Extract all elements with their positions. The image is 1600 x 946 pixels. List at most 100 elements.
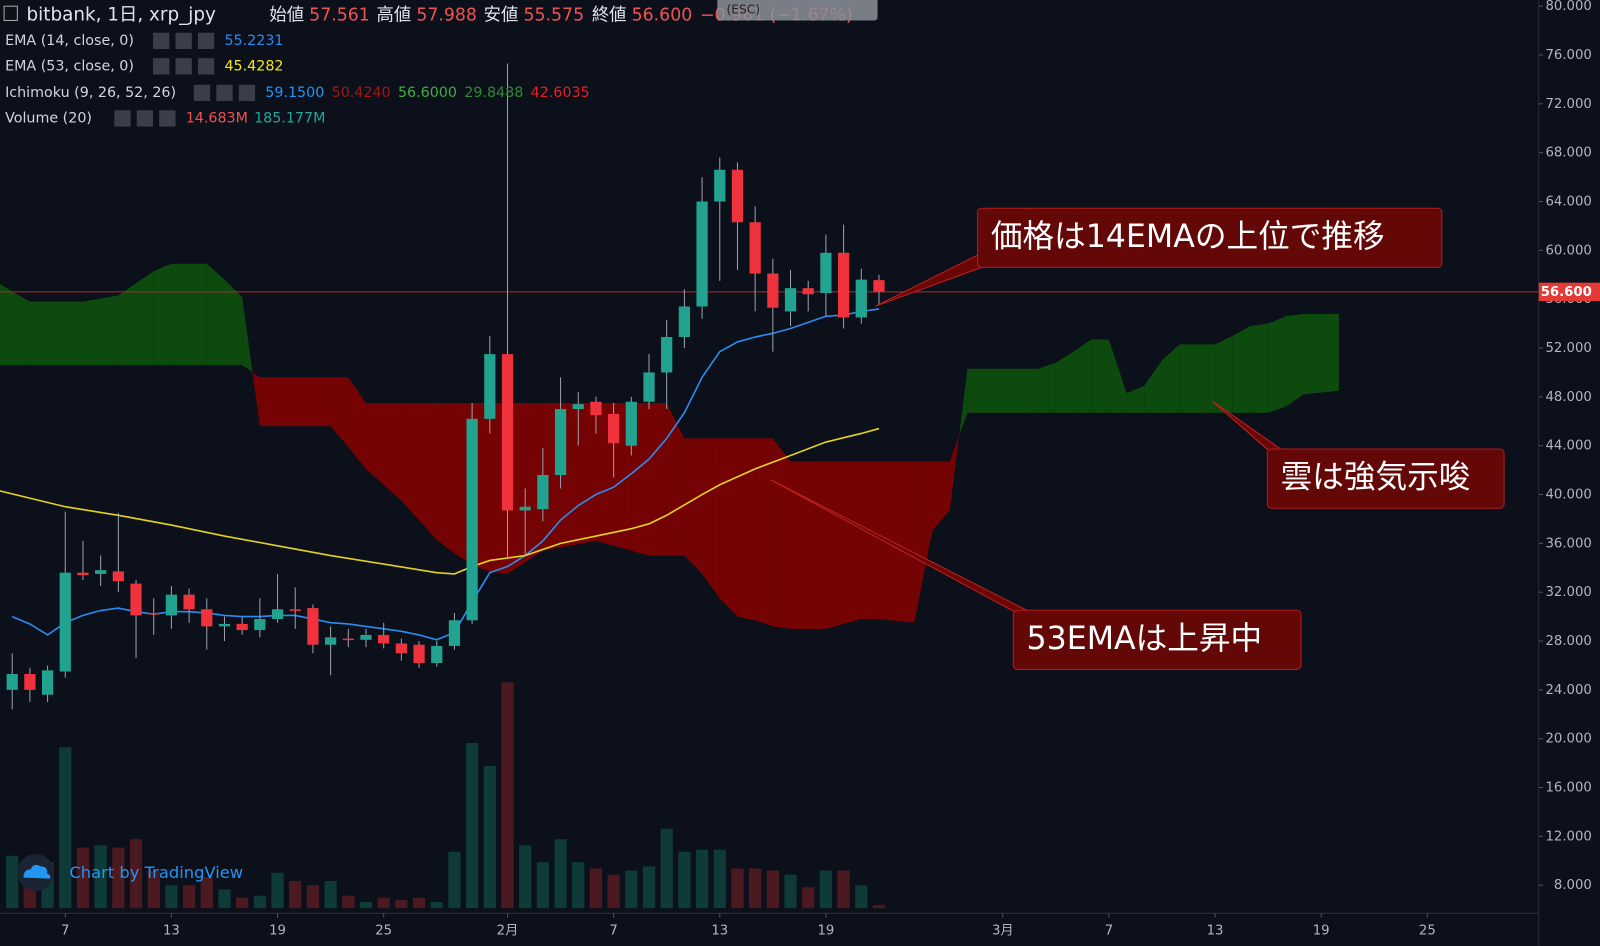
annotation: 雲は強気示唆 <box>1211 400 1505 509</box>
volume-bar <box>483 765 496 909</box>
volume-bar <box>129 839 143 909</box>
candle <box>625 396 637 456</box>
cloud-segment <box>153 263 172 366</box>
legend-name[interactable]: EMA (14, close, 0) <box>5 33 134 49</box>
candle <box>873 274 885 305</box>
volume-bar <box>76 847 90 909</box>
cloud-segment <box>436 402 455 554</box>
volume-bar <box>218 889 231 909</box>
candle-body <box>802 288 814 295</box>
x-tick-label: 25 <box>375 924 392 939</box>
candle <box>731 162 744 270</box>
candle <box>572 391 584 446</box>
candle <box>820 234 832 317</box>
legend-value: 42.6035 <box>531 85 590 101</box>
candle <box>448 612 461 650</box>
cloud-segment <box>1144 360 1162 413</box>
volume-bar <box>766 870 779 909</box>
volume-bar <box>695 849 709 909</box>
volume-bar <box>306 885 320 909</box>
candle-body <box>360 634 372 640</box>
cloud-segment <box>1055 351 1074 413</box>
volume-bar <box>660 828 673 909</box>
candle-body <box>767 273 779 308</box>
candle <box>590 396 602 434</box>
candle <box>413 641 425 668</box>
candle-body <box>431 645 443 664</box>
cloud-segment <box>29 301 83 366</box>
candle-body <box>537 474 549 510</box>
volume-bar <box>182 885 196 909</box>
watermark[interactable]: Chart by TradingView <box>69 863 243 882</box>
y-tick-label: 80.000 <box>1545 0 1591 14</box>
cloud-segment <box>737 438 756 621</box>
candle <box>218 616 231 642</box>
ohlc-label: 高値 <box>377 5 412 25</box>
candle-body <box>254 619 266 631</box>
cloud-segment <box>1179 344 1216 413</box>
legend-name[interactable]: Ichimoku (9, 26, 52, 26) <box>5 85 176 101</box>
volume-bar <box>430 901 443 909</box>
y-tick-label: 76.000 <box>1545 48 1591 63</box>
x-tick-label: 19 <box>1313 924 1330 939</box>
ohlc-value: 57.561 <box>309 5 370 25</box>
candle-body <box>95 570 107 574</box>
cloud-segment <box>825 461 862 629</box>
candle-body <box>289 609 301 611</box>
candle <box>749 206 761 312</box>
candle <box>77 540 89 580</box>
collapse-icon[interactable] <box>3 5 18 21</box>
cloud-segment <box>772 438 791 629</box>
candle <box>395 638 407 661</box>
candle-body <box>165 594 178 616</box>
cloud-segment <box>914 461 933 623</box>
cloud-segment <box>206 263 225 366</box>
volume-bar <box>412 897 426 909</box>
candle <box>378 622 390 649</box>
y-tick-label: 44.000 <box>1545 439 1591 454</box>
candle <box>289 587 301 629</box>
legend-value: 29.8488 <box>464 85 523 101</box>
cloud-segment <box>277 377 331 427</box>
volume-bar <box>59 747 72 909</box>
candle <box>837 224 850 329</box>
tooltip-popup <box>717 0 878 21</box>
candle-body <box>112 571 124 582</box>
volume-bar <box>377 897 390 909</box>
popup-text: (ESC) <box>727 3 761 17</box>
cloud-segment <box>702 438 720 599</box>
legend-name[interactable]: Volume (20) <box>5 110 92 126</box>
legend-value: 59.1500 <box>265 85 324 101</box>
candle <box>661 319 673 410</box>
x-tick-label: 7 <box>609 924 617 939</box>
volume-bar <box>6 855 19 909</box>
cloud-segment <box>330 377 349 447</box>
candle <box>183 588 195 623</box>
candle <box>466 402 478 624</box>
legend-icons <box>114 110 176 127</box>
logo-cloud <box>23 864 51 879</box>
cloud-segment <box>649 402 667 556</box>
cloud-segment <box>755 438 773 627</box>
candle-body <box>324 637 337 645</box>
ohlc-label: 終値 <box>592 5 627 25</box>
legend-icons <box>193 84 256 102</box>
cloud-segment <box>666 402 685 556</box>
x-tick-label: 2月 <box>497 924 519 939</box>
cloud-segment <box>932 461 950 532</box>
candle-body <box>218 623 231 627</box>
candle-body <box>130 583 142 616</box>
legend-icons <box>153 58 215 75</box>
y-tick-label: 16.000 <box>1545 781 1591 796</box>
candle <box>24 667 36 703</box>
candle <box>236 616 248 635</box>
candle-body <box>201 609 213 627</box>
candle <box>254 598 266 638</box>
volume-bar <box>112 847 125 909</box>
candle-body <box>696 201 708 307</box>
cloud-segment <box>401 402 437 540</box>
legend-name[interactable]: EMA (53, close, 0) <box>5 58 134 74</box>
cloud-segment <box>252 372 260 427</box>
y-tick-label: 72.000 <box>1545 97 1591 112</box>
candle-body <box>714 169 726 202</box>
